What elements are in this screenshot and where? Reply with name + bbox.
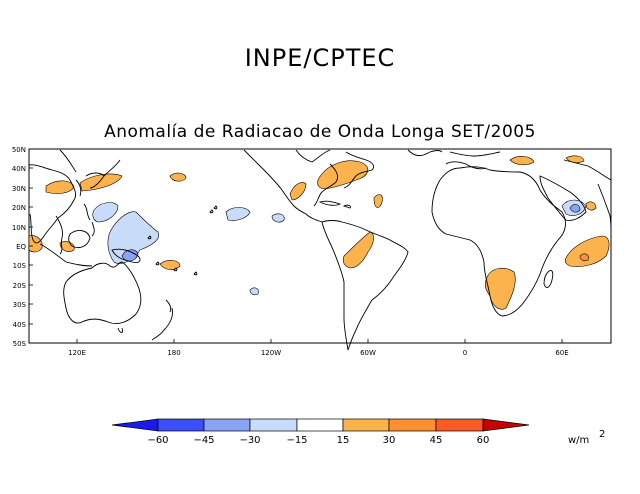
legend-bin: [203, 418, 251, 432]
legend-arrow-high: [482, 418, 530, 432]
anomaly-pos-gulf: [317, 160, 369, 190]
lat-label: 20S: [13, 282, 27, 290]
legend-tick-label: 60: [477, 435, 490, 446]
anomaly-neg-warmpool: [107, 211, 160, 264]
anomaly-pos-japan: [79, 173, 123, 192]
coastlines: [28, 149, 612, 351]
map-subtitle: Anomalía de Radiacao de Onda Longa SET/2…: [104, 122, 536, 142]
color-legend: [111, 418, 530, 432]
anomaly-pos-indian: [564, 235, 610, 267]
lon-label: 180: [167, 349, 180, 357]
anomaly-fields: [28, 155, 610, 310]
lat-label: 30N: [12, 185, 26, 193]
anomaly-pos-china: [45, 180, 75, 194]
legend-bin: [157, 418, 205, 432]
anomaly-pos-africa-s: [484, 267, 516, 310]
lon-label: 60W: [360, 349, 376, 357]
anomaly-strong-pos-indian: [579, 253, 589, 262]
lat-label: 50N: [12, 146, 26, 154]
legend-bin: [342, 418, 390, 432]
legend-bin: [435, 418, 484, 432]
lat-label: 50S: [13, 340, 27, 348]
lat-label: 40N: [12, 165, 26, 173]
anomaly-neg-hawaii: [271, 213, 285, 223]
anomaly-pos-equator-w: [28, 235, 43, 253]
lon-label: 120W: [261, 349, 281, 357]
anomaly-strong-neg-arabia: [569, 204, 581, 213]
anomaly-neg-spcz: [249, 287, 259, 296]
legend-bin: [388, 418, 437, 432]
page-title: INPE/CPTEC: [244, 44, 396, 72]
legend-tick-label: −60: [147, 435, 168, 446]
lat-label: 20N: [12, 204, 26, 212]
anomaly-pos-arabia: [585, 201, 597, 211]
legend-unit: w/m: [568, 435, 589, 446]
lat-label: 10S: [13, 262, 27, 270]
legend-tick-label: −15: [286, 435, 307, 446]
legend-tick-label: 45: [430, 435, 443, 446]
legend-arrow-low: [111, 418, 159, 432]
legend-unit-exponent: 2: [599, 429, 605, 440]
lat-label: 30S: [13, 301, 27, 309]
legend-tick-label: −30: [239, 435, 260, 446]
legend-tick-label: 30: [383, 435, 396, 446]
anomaly-pos-amazon: [342, 231, 374, 269]
lon-axis: [76, 339, 563, 343]
lat-axis: [29, 148, 33, 344]
anomaly-pos-pacific-n: [169, 172, 187, 182]
legend-tick-label: 15: [337, 435, 350, 446]
lon-label: 60E: [555, 349, 568, 357]
anomaly-neg-central: [225, 207, 251, 221]
anomaly-neg-philippines: [92, 202, 119, 223]
legend-bin: [296, 418, 344, 432]
lon-label: 120E: [68, 349, 86, 357]
lat-label: 10N: [12, 224, 26, 232]
lat-label: EQ: [16, 243, 26, 251]
legend-tick-label: −45: [193, 435, 214, 446]
lat-label: 40S: [13, 321, 27, 329]
anomaly-pos-mediterranean: [509, 156, 535, 166]
lon-label: 0: [463, 349, 467, 357]
legend-bin: [249, 418, 298, 432]
anomaly-pos-mexico: [289, 182, 307, 201]
anomaly-pos-carib: [373, 194, 383, 208]
anomaly-pos-solomon: [159, 260, 181, 270]
